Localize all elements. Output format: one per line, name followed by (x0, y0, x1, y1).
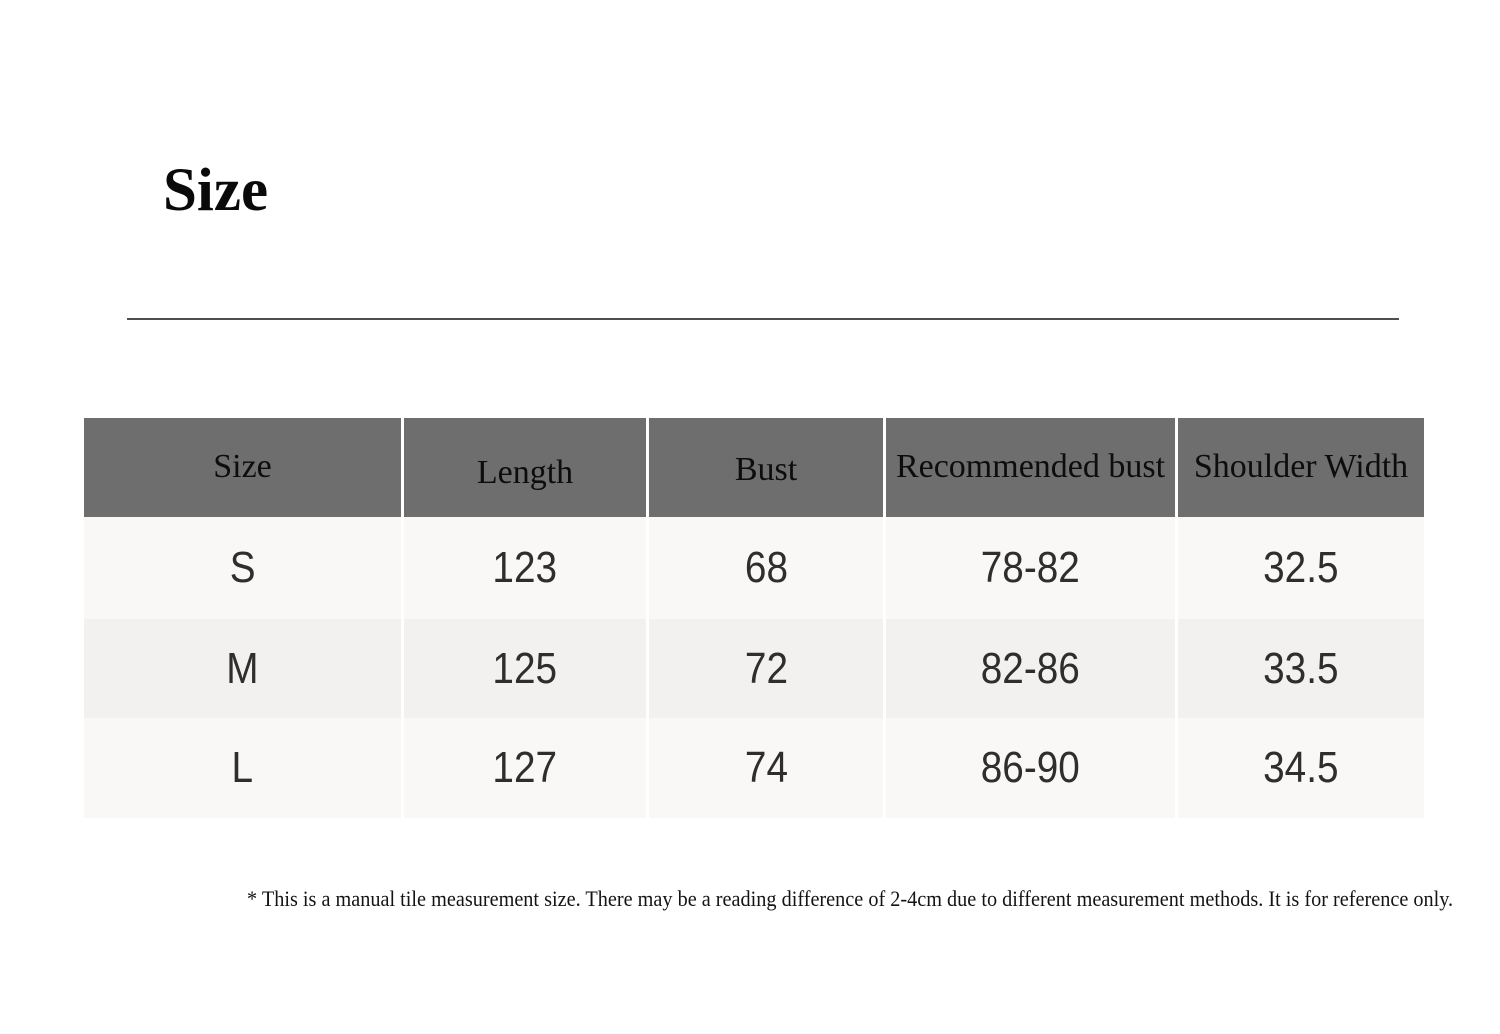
column-header-recommended-bust: Recommended bust (886, 418, 1178, 517)
cell-size-l-value: L (231, 743, 254, 792)
cell-bust-m-value: 72 (744, 643, 788, 693)
cell-shoulder-width-s: 32.5 (1178, 517, 1424, 619)
cell-size-m: M (84, 619, 404, 718)
cell-length-l-value: 127 (492, 743, 558, 792)
cell-size-m-value: M (226, 643, 259, 693)
cell-length-s-value: 123 (492, 543, 558, 592)
cell-shoulder-width-l-value: 34.5 (1263, 743, 1339, 792)
column-header-size: Size (84, 418, 404, 517)
cell-bust-l-value: 74 (744, 743, 788, 792)
cell-size-l: L (84, 718, 404, 818)
cell-length-m-value: 125 (492, 643, 558, 693)
cell-recommended-bust-m-value: 82-86 (980, 643, 1081, 693)
column-header-shoulder-width: Shoulder Width (1178, 418, 1424, 517)
size-table: Size Length Bust Recommended bust Should… (84, 418, 1424, 818)
cell-recommended-bust-l-value: 86-90 (980, 743, 1081, 792)
cell-bust-m: 72 (649, 619, 886, 718)
cell-shoulder-width-l: 34.5 (1178, 718, 1424, 818)
column-header-bust-label: Bust (734, 450, 798, 488)
column-header-size-label: Size (213, 447, 272, 485)
column-header-shoulder-width-label: Shoulder Width (1193, 447, 1409, 485)
cell-length-s: 123 (404, 517, 649, 619)
cell-recommended-bust-s: 78-82 (886, 517, 1178, 619)
column-header-recommended-bust-label: Recommended bust (895, 447, 1166, 485)
cell-bust-s: 68 (649, 517, 886, 619)
cell-shoulder-width-m-value: 33.5 (1263, 643, 1339, 693)
cell-shoulder-width-m: 33.5 (1178, 619, 1424, 718)
cell-length-l: 127 (404, 718, 649, 818)
page-title: Size (163, 157, 269, 224)
cell-bust-l: 74 (649, 718, 886, 818)
cell-size-s: S (84, 517, 404, 619)
column-header-length-label: Length (476, 453, 574, 491)
cell-recommended-bust-s-value: 78-82 (980, 543, 1081, 592)
column-header-length: Length (404, 418, 649, 517)
cell-size-s-value: S (229, 543, 256, 592)
cell-recommended-bust-m: 82-86 (886, 619, 1178, 718)
measurement-note: * This is a manual tile measurement size… (180, 884, 1453, 914)
title-divider (127, 318, 1399, 320)
cell-length-m: 125 (404, 619, 649, 718)
cell-bust-s-value: 68 (744, 543, 788, 592)
measurement-note-text: * This is a manual tile measurement size… (247, 886, 1454, 911)
column-header-bust: Bust (649, 418, 886, 517)
cell-recommended-bust-l: 86-90 (886, 718, 1178, 818)
cell-shoulder-width-s-value: 32.5 (1263, 543, 1339, 592)
